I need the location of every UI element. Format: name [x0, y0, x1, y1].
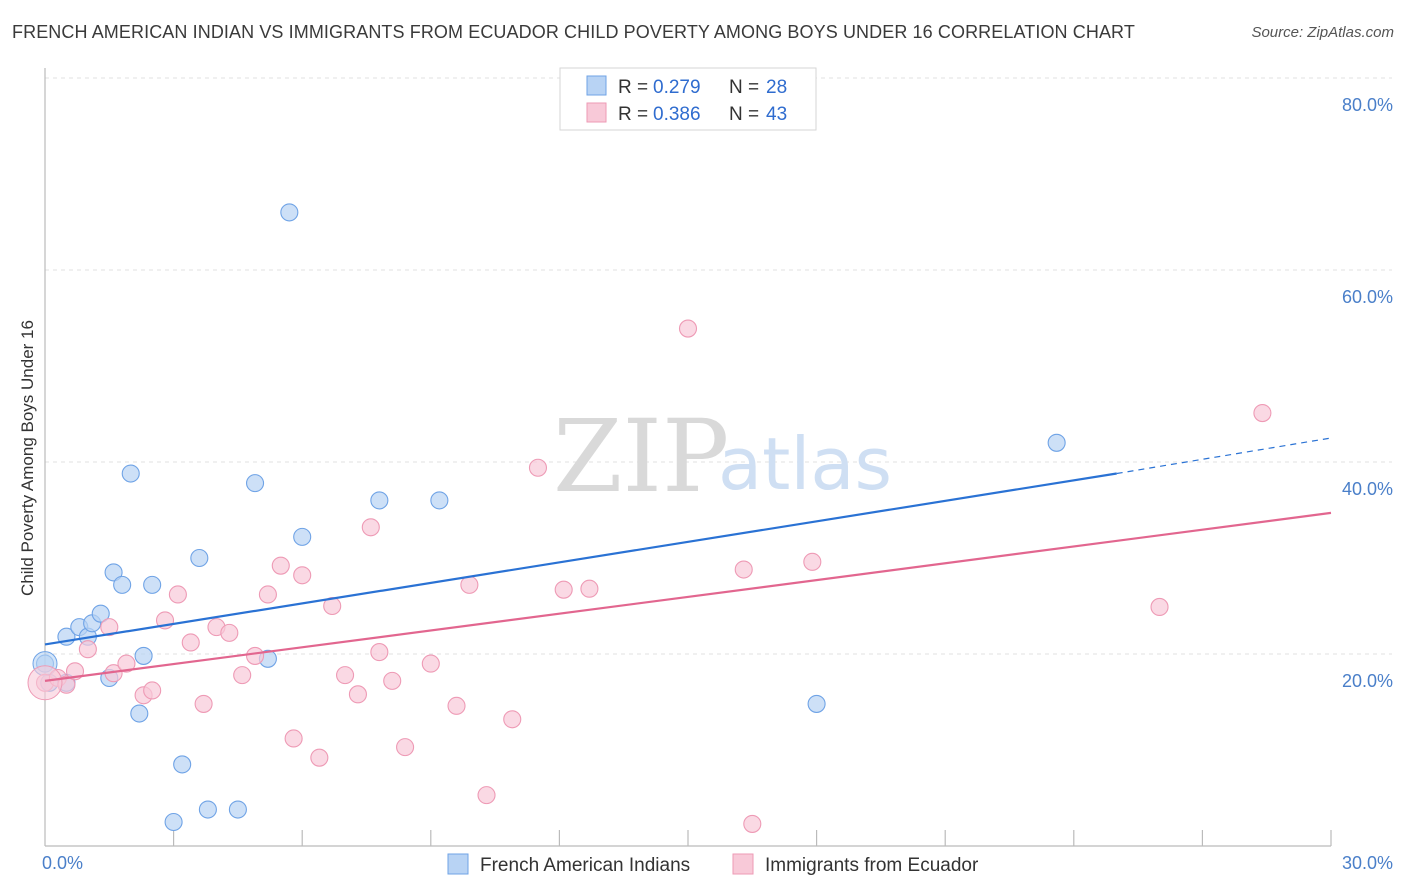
series-legend: French American Indians Immigrants from … — [447, 853, 979, 876]
legend-n-value-1: 43 — [766, 104, 787, 125]
point-s0-26 — [807, 694, 826, 713]
point-s0-13 — [134, 646, 153, 665]
point-s0-10 — [113, 575, 132, 594]
point-s1-25 — [348, 685, 367, 704]
point-s0-12 — [130, 704, 149, 723]
point-s1-11 — [168, 585, 187, 604]
series-legend-swatch-pink — [732, 853, 754, 875]
y-axis-label: Child Poverty Among Boys Under 16 — [18, 320, 37, 596]
point-s1-28 — [383, 671, 402, 690]
point-s1-20 — [284, 729, 303, 748]
series-legend-swatch-blue — [447, 853, 469, 875]
point-s0-17 — [190, 548, 209, 568]
point-s0-14 — [143, 575, 162, 594]
trendline-0 — [44, 472, 1117, 646]
point-s1-large-origin — [27, 665, 63, 701]
legend-swatch-pink — [586, 102, 607, 123]
point-s0-19 — [228, 800, 247, 819]
y-tick-label-40: 40.0% — [1342, 479, 1393, 499]
legend-r-label-0: R = — [618, 77, 648, 98]
point-s1-41 — [803, 552, 822, 571]
point-s0-27 — [1047, 433, 1066, 452]
gridlines — [45, 77, 1392, 655]
point-s1-37 — [580, 579, 599, 598]
x-ticks — [173, 830, 1332, 846]
point-s1-15 — [220, 623, 239, 642]
point-s0-23 — [293, 527, 312, 546]
point-s1-34 — [503, 710, 522, 729]
point-s1-19 — [271, 556, 290, 575]
point-s1-40 — [743, 814, 762, 833]
point-s1-22 — [310, 748, 329, 767]
point-s1-18 — [258, 585, 277, 604]
watermark: ZIP atlas — [553, 398, 892, 515]
point-s1-32 — [460, 575, 479, 594]
point-s1-27 — [370, 643, 389, 662]
point-s1-26 — [361, 518, 380, 537]
point-s1-36 — [554, 580, 573, 599]
point-s0-16 — [173, 755, 192, 774]
y-tick-label-80: 80.0% — [1342, 95, 1393, 115]
legend-swatch-blue — [586, 75, 607, 96]
point-s1-38 — [678, 319, 698, 338]
point-s1-30 — [421, 654, 440, 673]
point-s1-12 — [181, 633, 200, 652]
point-s1-29 — [396, 738, 415, 757]
series-legend-label-0: French American Indians — [480, 855, 690, 876]
point-s1-33 — [477, 786, 496, 805]
legend-n-value-0: 28 — [766, 77, 787, 98]
legend-n-label-1: N = — [729, 104, 759, 125]
trend-lines — [44, 437, 1332, 682]
series-french-american-indians — [32, 203, 1066, 832]
series-legend-label-1: Immigrants from Ecuador — [765, 855, 979, 876]
point-s0-15 — [164, 812, 183, 832]
point-s1-17 — [245, 646, 265, 665]
point-s0-25 — [430, 491, 449, 510]
y-tick-labels: 20.0% 40.0% 60.0% 80.0% — [1342, 95, 1393, 691]
point-s1-43 — [1253, 403, 1272, 423]
point-s0-18 — [198, 800, 217, 819]
point-s1-24 — [336, 666, 355, 685]
chart-title: FRENCH AMERICAN INDIAN VS IMMIGRANTS FRO… — [12, 22, 1135, 42]
legend-n-label-0: N = — [729, 77, 759, 98]
point-s1-39 — [734, 560, 753, 579]
point-s1-7 — [117, 654, 136, 673]
point-s0-20 — [245, 474, 265, 493]
point-s0-11 — [121, 464, 140, 483]
point-s0-24 — [370, 491, 389, 510]
legend-r-value-1: 0.386 — [653, 104, 701, 125]
point-s1-13 — [194, 694, 213, 713]
watermark-zip: ZIP — [553, 398, 729, 515]
point-s1-4 — [78, 640, 97, 659]
x-tick-label-max: 30.0% — [1342, 853, 1393, 873]
point-s1-35 — [528, 458, 548, 477]
point-s0-9 — [104, 563, 123, 582]
trendline-1 — [44, 511, 1332, 682]
watermark-atlas: atlas — [718, 422, 892, 506]
trendline-extension-0 — [1116, 437, 1332, 475]
series-immigrants-from-ecuador — [27, 319, 1272, 833]
point-s0-7 — [91, 604, 110, 623]
point-s1-5 — [100, 618, 119, 637]
point-s1-9 — [143, 681, 162, 700]
point-s1-31 — [447, 696, 466, 715]
y-tick-label-20: 20.0% — [1342, 671, 1393, 691]
point-s1-21 — [293, 566, 312, 585]
legend-r-label-1: R = — [618, 104, 648, 125]
correlation-legend: R = 0.279 N = 28 R = 0.386 N = 43 — [559, 67, 817, 131]
point-s0-22 — [280, 203, 299, 222]
y-tick-label-60: 60.0% — [1342, 287, 1393, 307]
x-tick-label-min: 0.0% — [42, 853, 83, 873]
legend-r-value-0: 0.279 — [653, 77, 701, 98]
chart-source: Source: ZipAtlas.com — [1251, 24, 1394, 41]
point-s1-42 — [1150, 597, 1169, 617]
point-s1-16 — [233, 666, 252, 685]
